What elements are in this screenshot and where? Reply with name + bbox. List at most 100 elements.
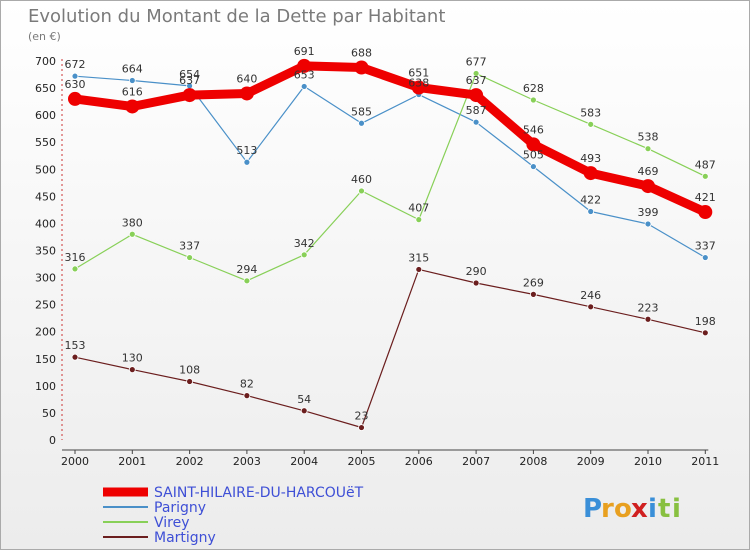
x-tick-label: 2008 — [519, 455, 547, 468]
data-point — [701, 329, 709, 337]
data-label: 153 — [65, 339, 86, 352]
data-point — [530, 290, 537, 298]
y-tick-label: 50 — [42, 407, 56, 420]
y-tick-label: 100 — [35, 380, 56, 393]
data-label: 380 — [122, 216, 143, 229]
data-point — [415, 216, 423, 224]
y-tick-label: 650 — [35, 82, 56, 95]
data-label: 628 — [523, 82, 544, 95]
x-tick-label: 2002 — [176, 455, 204, 468]
data-label: 421 — [695, 191, 716, 204]
data-labels: 672 664 654 513 653 585 638 587 505 422 399 337 316 3… — [65, 45, 716, 423]
data-point — [701, 254, 709, 261]
data-point — [182, 88, 197, 103]
legend-label: SAINT-HILAIRE-DU-HARCOUëT — [154, 485, 364, 501]
legend-label: Parigny — [154, 500, 206, 516]
x-tick-label: 2001 — [118, 455, 146, 468]
y-tick-label: 600 — [35, 109, 56, 122]
data-point — [243, 392, 251, 400]
data-point — [587, 303, 595, 311]
x-tick-label: 2004 — [290, 455, 318, 468]
data-point — [71, 265, 79, 273]
legend: SAINT-HILAIRE-DU-HARCOUëTParignyVireyMar… — [103, 485, 364, 546]
data-point — [587, 208, 595, 215]
data-point — [186, 378, 194, 385]
x-tick-label: 2010 — [634, 455, 662, 468]
data-point — [243, 158, 251, 166]
y-tick-label: 200 — [35, 326, 56, 339]
data-point — [644, 315, 652, 323]
data-label: 82 — [240, 378, 254, 391]
data-point — [128, 77, 136, 84]
data-point — [698, 205, 713, 220]
series-line-0 — [70, 61, 710, 217]
y-tick-label: 350 — [35, 245, 56, 258]
data-label: 585 — [351, 105, 372, 118]
data-label: 246 — [580, 289, 601, 302]
svg-text:i: i — [648, 494, 657, 524]
x-tick-label: 2000 — [61, 455, 89, 468]
svg-text:t: t — [658, 494, 670, 524]
data-label: 513 — [236, 144, 257, 157]
data-label: 637 — [179, 74, 200, 87]
axes: 0 50 100 150 200 250 300 350 400 450 500 550 600 650 7… — [35, 55, 719, 468]
data-label: 460 — [351, 173, 372, 186]
data-point — [125, 99, 140, 114]
legend-label: Virey — [154, 515, 190, 531]
svg-text:i: i — [672, 494, 681, 524]
data-point — [297, 58, 312, 73]
data-label: 422 — [580, 194, 601, 207]
legend-label: Martigny — [154, 530, 216, 546]
data-point — [300, 251, 308, 259]
svg-text:o: o — [614, 494, 632, 524]
data-label: 23 — [355, 410, 369, 423]
data-point — [530, 96, 537, 104]
series-line-1 — [74, 75, 706, 259]
data-label: 587 — [466, 104, 487, 117]
data-point — [701, 172, 709, 180]
y-tick-label: 500 — [35, 163, 56, 176]
data-point — [71, 353, 79, 361]
data-label: 290 — [466, 265, 487, 278]
data-label: 337 — [179, 240, 200, 253]
data-label: 664 — [122, 62, 143, 75]
data-label: 54 — [297, 393, 311, 406]
data-label: 630 — [65, 78, 86, 91]
series-layer — [68, 58, 713, 431]
data-point — [472, 118, 480, 126]
data-point — [354, 60, 369, 75]
y-tick-label: 450 — [35, 190, 56, 203]
data-point — [358, 424, 365, 431]
data-point — [644, 220, 652, 228]
data-label: 342 — [294, 237, 315, 250]
data-label: 691 — [294, 45, 315, 58]
proxiti-logo: P r o x i t i — [583, 494, 681, 524]
data-point — [128, 366, 136, 374]
svg-text:x: x — [631, 494, 648, 524]
data-label: 637 — [466, 74, 487, 87]
data-point — [239, 86, 254, 101]
x-tick-label: 2006 — [405, 455, 433, 468]
data-label: 583 — [580, 106, 601, 119]
data-point — [71, 72, 79, 80]
data-label: 294 — [236, 263, 257, 276]
data-point — [472, 70, 480, 77]
data-label: 399 — [638, 206, 659, 219]
x-tick-label: 2003 — [233, 455, 261, 468]
data-label: 538 — [638, 131, 659, 144]
x-tick-label: 2005 — [348, 455, 376, 468]
data-label: 469 — [638, 165, 659, 178]
y-tick-label: 300 — [35, 272, 56, 285]
data-point — [472, 279, 480, 287]
data-point — [526, 137, 541, 152]
y-tick-label: 700 — [35, 55, 56, 68]
data-point — [587, 120, 595, 128]
data-label: 198 — [695, 315, 716, 328]
y-tick-label: 150 — [35, 353, 56, 366]
data-label: 337 — [695, 240, 716, 253]
svg-text:P: P — [583, 494, 602, 524]
x-tick-label: 2011 — [691, 455, 719, 468]
data-label: 654 — [179, 68, 200, 81]
y-tick-label: 400 — [35, 217, 56, 230]
